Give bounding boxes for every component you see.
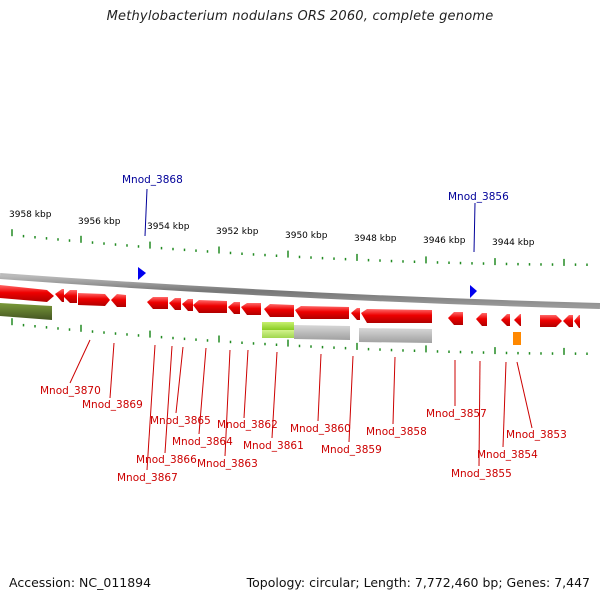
gene-arrow[interactable] (193, 300, 227, 313)
gene-arrow[interactable] (295, 306, 349, 319)
page-title: Methylobacterium nodulans ORS 2060, comp… (106, 9, 494, 24)
orange-feature-bar[interactable] (513, 332, 521, 345)
gene-label-mnod-3865[interactable]: Mnod_3865 (150, 415, 211, 427)
topology-info: Topology: circular; Length: 7,772,460 bp… (246, 575, 590, 590)
accession-label: Accession: (9, 575, 76, 590)
genome-backbone (0, 273, 600, 309)
kbp-scale-labels: 3958 kbp 3956 kbp 3954 kbp 3952 kbp 3950… (9, 210, 535, 248)
gene-label-mnod-3869[interactable]: Mnod_3869 (82, 399, 143, 411)
gene-label-mnod-3863[interactable]: Mnod_3863 (197, 458, 258, 470)
kbp-label: 3956 kbp (78, 217, 121, 227)
gene-arrow[interactable] (63, 290, 77, 303)
gene-marker-mnod-3868[interactable] (138, 267, 146, 280)
gene-label-mnod-3854[interactable]: Mnod_3854 (477, 449, 538, 461)
gene-label-mnod-3864[interactable]: Mnod_3864 (172, 436, 233, 448)
accession-info: Accession: NC_011894 (9, 575, 151, 590)
gene-label-mnod-3860[interactable]: Mnod_3860 (290, 423, 351, 435)
kbp-label: 3944 kbp (492, 238, 535, 248)
gene-arrow[interactable] (574, 315, 580, 328)
gene-arrow[interactable] (361, 309, 432, 323)
gene-arrow[interactable] (111, 294, 126, 307)
kbp-label: 3950 kbp (285, 231, 328, 241)
green-feature-bar[interactable] (0, 303, 52, 320)
leader-line (144, 188, 148, 237)
gray-feature-bar[interactable] (359, 328, 432, 343)
gene-label-mnod-3857[interactable]: Mnod_3857 (426, 408, 487, 420)
gene-label-mnod-3861[interactable]: Mnod_3861 (243, 440, 304, 452)
gene-arrow[interactable] (147, 297, 168, 309)
gene-arrow[interactable] (169, 298, 181, 310)
gene-arrows (0, 285, 580, 328)
red-gene-labels: Mnod_3870 Mnod_3869 Mnod_3867 Mnod_3866 … (40, 385, 567, 484)
gene-arrow[interactable] (182, 299, 193, 311)
gene-label-mnod-3862[interactable]: Mnod_3862 (217, 419, 278, 431)
kbp-label: 3948 kbp (354, 234, 397, 244)
gene-label-mnod-3859[interactable]: Mnod_3859 (321, 444, 382, 456)
lime-feature-bar[interactable] (262, 322, 294, 330)
gene-arrow[interactable] (78, 293, 110, 306)
gene-marker-mnod-3856[interactable] (470, 285, 477, 298)
gray-feature-bar[interactable] (294, 325, 350, 340)
gene-arrow[interactable] (228, 302, 240, 314)
gene-arrow[interactable] (0, 285, 54, 302)
gene-label-mnod-3868[interactable]: Mnod_3868 (122, 174, 183, 186)
gene-arrow[interactable] (563, 315, 573, 327)
lime-feature-bar[interactable] (262, 330, 294, 338)
gene-arrow[interactable] (501, 314, 510, 326)
gene-arrow[interactable] (448, 312, 463, 325)
gene-arrow[interactable] (55, 289, 64, 302)
lower-scale-ticks (11, 318, 588, 355)
gene-label-mnod-3856[interactable]: Mnod_3856 (448, 191, 509, 203)
red-leader-lines (69, 339, 533, 471)
gene-label-mnod-3866[interactable]: Mnod_3866 (136, 454, 197, 466)
gene-label-mnod-3858[interactable]: Mnod_3858 (366, 426, 427, 438)
upper-scale-ticks (11, 229, 588, 266)
gene-label-mnod-3867[interactable]: Mnod_3867 (117, 472, 178, 484)
gene-arrow[interactable] (476, 313, 487, 326)
accession-value: NC_011894 (79, 575, 152, 590)
gene-label-mnod-3853[interactable]: Mnod_3853 (506, 429, 567, 441)
kbp-label: 3946 kbp (423, 236, 466, 246)
gene-arrow[interactable] (514, 314, 521, 326)
gene-arrow[interactable] (241, 303, 261, 315)
gene-arrow[interactable] (351, 308, 360, 320)
gene-arrow[interactable] (264, 304, 294, 317)
gene-arrow[interactable] (540, 315, 562, 327)
gene-label-mnod-3870[interactable]: Mnod_3870 (40, 385, 101, 397)
gene-label-mnod-3855[interactable]: Mnod_3855 (451, 468, 512, 480)
kbp-label: 3958 kbp (9, 210, 52, 220)
leader-line (473, 202, 476, 253)
kbp-label: 3952 kbp (216, 227, 259, 237)
kbp-label: 3954 kbp (147, 222, 190, 232)
